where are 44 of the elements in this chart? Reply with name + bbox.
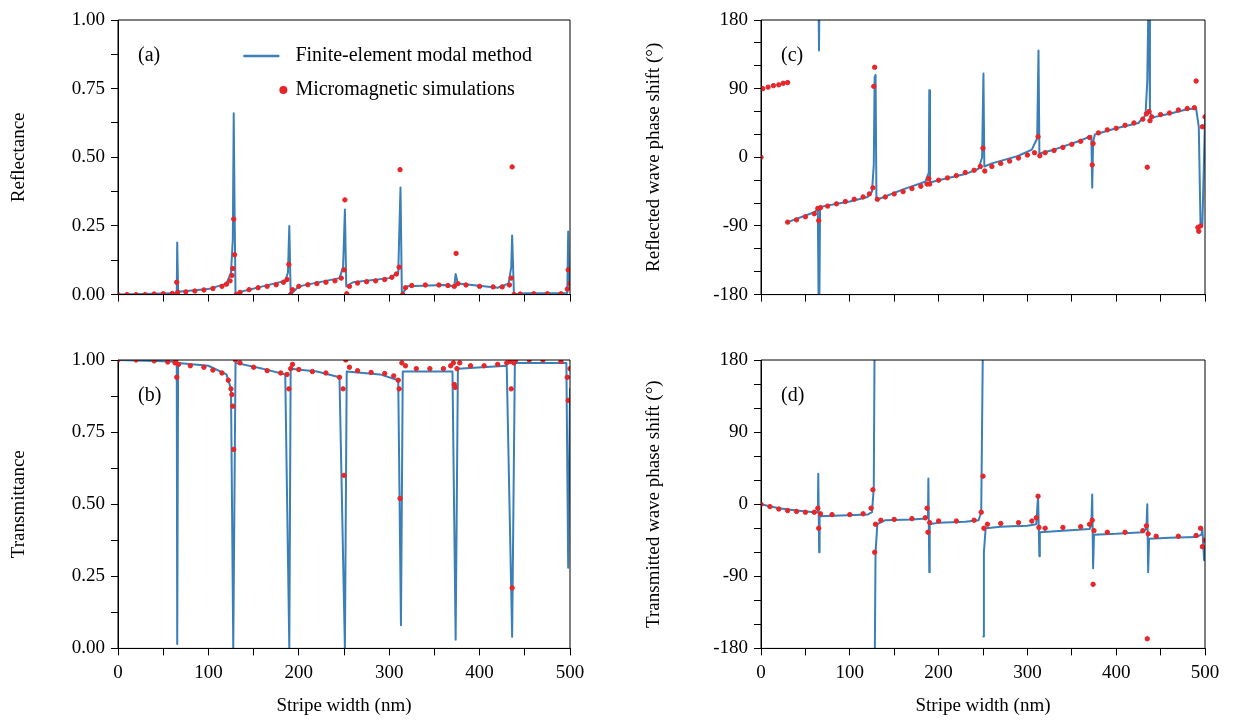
y-tick-label: 90 (729, 76, 748, 98)
x-tick-label: 0 (756, 660, 766, 682)
y-tick-label: 0 (738, 492, 748, 514)
y-tick-label: 1.00 (71, 7, 105, 29)
x-tick-label: 500 (555, 660, 585, 682)
y-tick-label: 1.00 (71, 347, 105, 369)
x-tick-label: 300 (1013, 660, 1042, 682)
x-axis-title: Stripe width (nm) (915, 693, 1051, 716)
y-tick-label: -180 (713, 282, 748, 304)
y-tick-label: -90 (722, 564, 748, 586)
x-tick-label: 200 (284, 660, 314, 682)
legend-label: Finite-element modal method (295, 43, 533, 66)
y-tick-label: 0.75 (71, 76, 105, 98)
x-axis-title: Stripe width (nm) (276, 693, 412, 716)
x-tick-label: 400 (1101, 660, 1131, 682)
x-tick-label: 500 (1190, 660, 1220, 682)
y-axis-title: Transmittance (7, 450, 29, 559)
x-tick-label: 100 (194, 660, 223, 682)
annotation: (a) (138, 43, 161, 67)
y-axis-title: Reflectance (7, 112, 29, 203)
y-tick-label: 0.00 (71, 282, 105, 304)
y-tick-label: 0.50 (71, 492, 105, 514)
y-axis-title: Reflected wave phase shift (°) (642, 42, 665, 272)
annotation: (c) (781, 43, 804, 67)
x-tick-label: 100 (835, 660, 865, 682)
x-tick-label: 400 (465, 660, 494, 682)
y-tick-label: 0.75 (71, 420, 105, 442)
y-tick-label: 180 (719, 347, 748, 369)
y-tick-label: 0.25 (71, 564, 105, 586)
y-axis-title: Transmitted wave phase shift (°) (642, 380, 665, 628)
x-tick-label: 300 (374, 660, 404, 682)
annotation: (b) (138, 383, 162, 407)
y-tick-label: 0.25 (71, 213, 105, 235)
x-tick-label: 200 (924, 660, 953, 682)
y-tick-label: -90 (722, 213, 748, 235)
y-tick-label: 180 (719, 7, 748, 29)
y-tick-label: -180 (713, 636, 748, 658)
legend-label: Micromagnetic simulations (295, 77, 516, 101)
x-tick-label: 0 (113, 660, 123, 682)
y-tick-label: 0 (738, 145, 748, 167)
y-tick-label: 0.50 (71, 145, 105, 167)
y-tick-label: 90 (729, 420, 748, 442)
y-tick-label: 0.00 (71, 636, 105, 658)
annotation: (d) (781, 383, 805, 407)
